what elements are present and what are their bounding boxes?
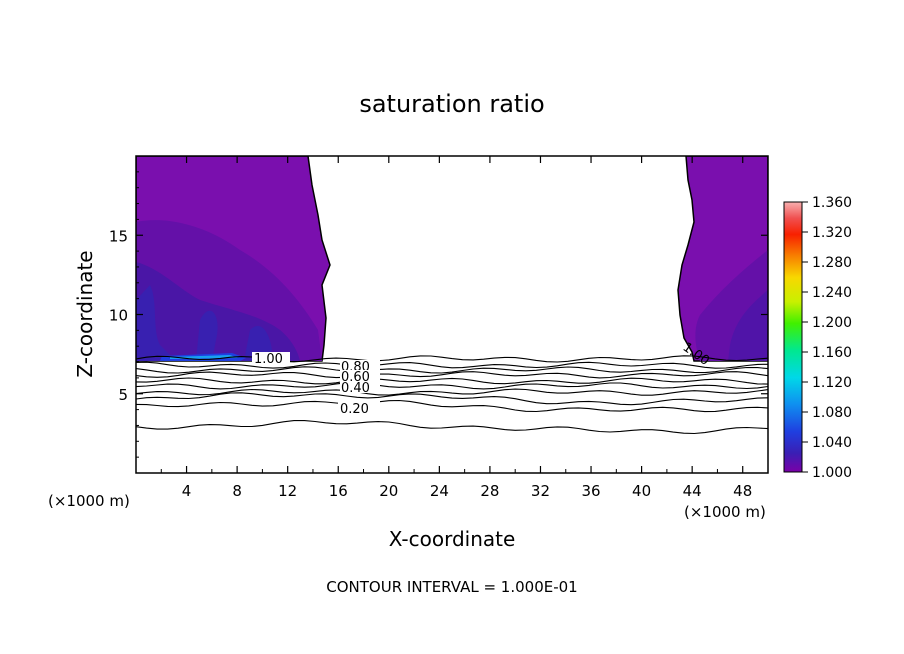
- x-tick-label: 48: [733, 482, 752, 500]
- x-unit-label: (×1000 m): [684, 503, 766, 521]
- y-tick-label: 15: [109, 227, 128, 245]
- x-axis-label: X-coordinate: [389, 527, 516, 551]
- x-tick-label: 44: [683, 482, 702, 500]
- colorbar-tick-label: 1.040: [812, 435, 852, 451]
- contour-label-1-00: 1.00: [254, 352, 283, 367]
- colorbar-ticks: 1.360 1.320 1.280 1.240 1.200 1.160 1.120 1.080…: [802, 195, 852, 481]
- x-axis: 4 8 12 16 20 24 28 32 36 40 44 48: [160, 156, 752, 500]
- y-axis-label: Z-coordinate: [73, 250, 97, 377]
- x-tick-label: 16: [329, 482, 348, 500]
- colorbar-tick-label: 1.120: [812, 375, 852, 391]
- colorbar-tick-label: 1.280: [812, 255, 852, 271]
- contour-line-0.90: [136, 361, 768, 369]
- shading-left-core: [136, 285, 272, 361]
- contour-label-bg: [340, 370, 380, 382]
- colorbar-tick-label: 1.360: [812, 195, 852, 211]
- contour-line-1.00: [136, 355, 768, 363]
- contour-label-bg: [252, 352, 290, 364]
- contour-label-bg: [340, 360, 380, 372]
- x-tick-label: 12: [278, 482, 297, 500]
- colorbar-tick-label: 1.160: [812, 345, 852, 361]
- y-tick-label: 10: [109, 307, 128, 325]
- contour-interval-note: CONTOUR INTERVAL = 1.000E-01: [326, 578, 577, 596]
- contour-label-0-20: 0.20: [340, 402, 369, 417]
- chart-title: saturation ratio: [359, 90, 544, 118]
- contour-line-0.80: [136, 366, 768, 374]
- colorbar-tick-label: 1.200: [812, 315, 852, 331]
- x-tick-label: 4: [182, 482, 192, 500]
- contour-label-0-40: 0.40: [341, 381, 370, 396]
- colorbar-tick-label: 1.240: [812, 285, 852, 301]
- y-axis: 5 10 15: [109, 171, 768, 458]
- x-tick-label: 32: [531, 482, 550, 500]
- plot-area: 1.00 0.80 0.60 0.40 0.20 1.00: [136, 156, 768, 435]
- x-tick-label: 40: [632, 482, 651, 500]
- x-tick-label: 36: [581, 482, 600, 500]
- z-unit-label: (×1000 m): [48, 492, 130, 510]
- colorbar-tick-label: 1.320: [812, 225, 852, 241]
- x-tick-label: 24: [430, 482, 449, 500]
- colorbar-tick-label: 1.080: [812, 405, 852, 421]
- contour-line-0.70: [136, 371, 768, 379]
- contour-lines: [136, 355, 768, 435]
- contour-label-bg: [338, 401, 380, 414]
- colorbar: [783, 201, 803, 473]
- contour-line-0.30: [136, 392, 768, 406]
- contour-line-0.50: [136, 382, 768, 390]
- colorbar-tick-label: 1.000: [812, 465, 852, 481]
- contour-line-0.20: [136, 399, 768, 413]
- contour-label-bg: [340, 381, 380, 393]
- contour-line-0.40: [136, 388, 768, 396]
- shading-right-inner: [728, 290, 768, 361]
- contour-line-0.10: [136, 420, 768, 435]
- x-tick-label: 8: [232, 482, 242, 500]
- contour-line-0.60: [136, 377, 768, 385]
- x-tick-label: 28: [480, 482, 499, 500]
- x-tick-label: 20: [379, 482, 398, 500]
- y-tick-label: 5: [118, 386, 128, 404]
